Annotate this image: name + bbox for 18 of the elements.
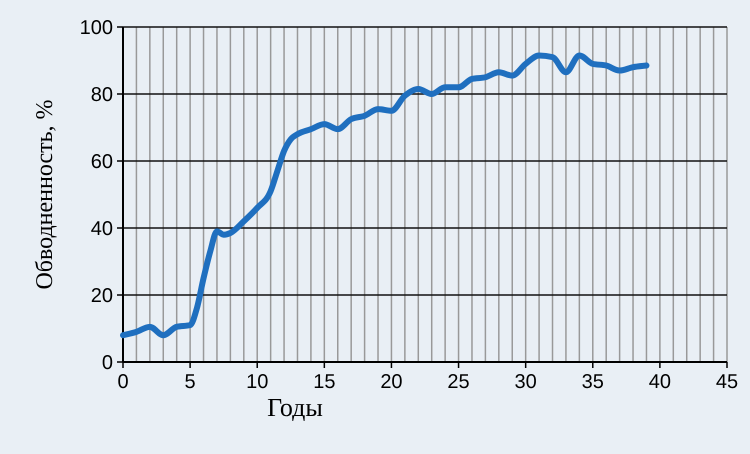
x-tick-label: 25 xyxy=(447,371,470,393)
x-tick-label: 10 xyxy=(246,371,268,393)
y-tick-label: 100 xyxy=(80,17,113,39)
x-tick-label: 5 xyxy=(184,371,196,393)
y-axis-title: Обводненность, % xyxy=(32,99,58,290)
x-tick-label: 20 xyxy=(380,371,403,393)
y-tick-label: 20 xyxy=(90,285,113,307)
x-tick-label: 0 xyxy=(117,371,129,393)
x-tick-label: 15 xyxy=(313,371,336,393)
x-tick-label: 30 xyxy=(514,371,537,393)
x-tick-label: 40 xyxy=(648,371,672,393)
y-tick-label: 60 xyxy=(90,151,113,173)
y-tick-label: 40 xyxy=(90,218,113,240)
x-tick-label: 35 xyxy=(582,371,604,393)
y-tick-label: 0 xyxy=(102,352,113,374)
y-tick-label: 80 xyxy=(90,84,113,106)
x-tick-label: 45 xyxy=(716,371,738,393)
x-axis-title: Годы xyxy=(267,393,323,422)
